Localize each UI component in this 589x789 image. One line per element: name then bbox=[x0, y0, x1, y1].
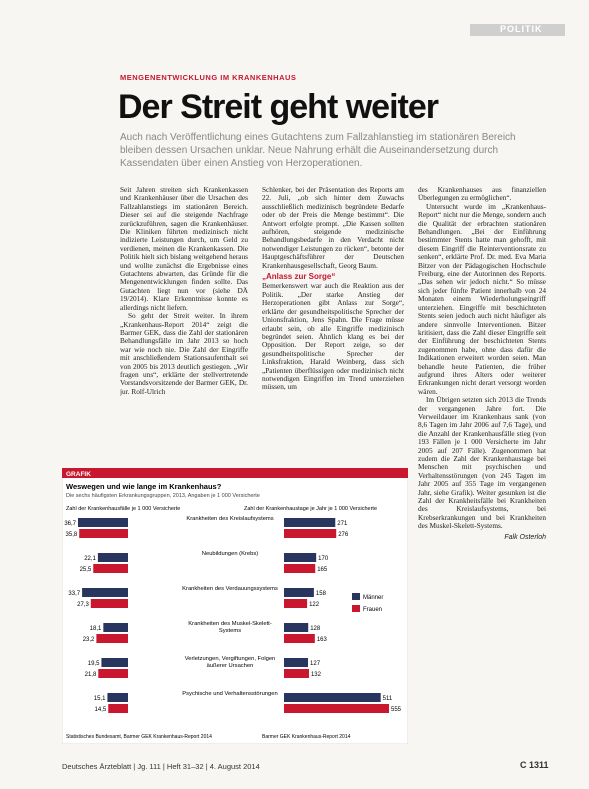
bar bbox=[284, 693, 381, 702]
category-box: Krankheiten des Muskel-Skelett-Systems bbox=[188, 621, 272, 634]
bar bbox=[284, 529, 337, 538]
bar bbox=[284, 658, 309, 667]
bar bbox=[284, 634, 315, 643]
value-label: 22,1 bbox=[84, 556, 96, 562]
bar bbox=[108, 704, 128, 713]
legend-swatch bbox=[352, 593, 360, 600]
left-heading: Zahl der Krankenhausfälle je 1 000 Versi… bbox=[66, 506, 180, 512]
value-label: 555 bbox=[391, 707, 402, 713]
value-label: 23,2 bbox=[83, 637, 95, 643]
value-label: 36,7 bbox=[64, 521, 76, 527]
value-label: 35,8 bbox=[66, 532, 78, 538]
value-label: 511 bbox=[383, 696, 393, 702]
graphic-title: Weswegen und wie lange im Krankenhaus? bbox=[66, 482, 222, 491]
value-label: 15,1 bbox=[94, 696, 106, 702]
value-label: 276 bbox=[338, 532, 349, 538]
bar bbox=[284, 518, 336, 527]
value-label: 128 bbox=[310, 626, 321, 632]
bar bbox=[284, 623, 309, 632]
footer-journal: Deutsches Ärzteblatt | Jg. 111 | Heft 31… bbox=[62, 762, 260, 771]
paragraph: Im Übrigen setzten sich 2013 die Trends … bbox=[418, 395, 546, 531]
category-label: Verletzungen, Vergiftungen, Folgen äußer… bbox=[184, 656, 276, 669]
column: des Krankenhauses aus finanziellen Überl… bbox=[418, 186, 546, 721]
value-label: 21,8 bbox=[85, 672, 97, 678]
category-box: Krankheiten des Verdauungssystems bbox=[182, 586, 278, 592]
legend-label: Männer bbox=[363, 595, 383, 601]
bar bbox=[96, 634, 128, 643]
author: Falk Osterloh bbox=[504, 533, 546, 541]
value-label: 27,3 bbox=[77, 602, 89, 608]
bar bbox=[103, 623, 128, 632]
kicker: MENGENENTWICKLUNG IM KRANKENHAUS bbox=[120, 73, 297, 82]
bar bbox=[82, 588, 128, 597]
value-label: 18,1 bbox=[90, 626, 102, 632]
value-label: 127 bbox=[310, 661, 321, 667]
category-box: Psychische und Verhaltensstörungen bbox=[182, 691, 278, 697]
title: Der Streit geht weiter bbox=[118, 88, 439, 126]
bar bbox=[284, 599, 308, 608]
paragraph: So geht der Streit weiter. In ihrem „Kra… bbox=[120, 311, 248, 396]
label-bar bbox=[62, 468, 408, 478]
category-box: Krankheiten des Kreislaufsystems bbox=[186, 516, 274, 522]
section-bar bbox=[470, 24, 565, 36]
category-box: Verletzungen, Vergiftungen, Folgen äußer… bbox=[184, 656, 276, 669]
category-box: Neubildungen (Krebs) bbox=[201, 551, 259, 557]
graphic: GRAFIK Weswegen und wie lange im Krankenh… bbox=[62, 468, 408, 744]
value-label: 19,5 bbox=[88, 661, 100, 667]
deck: Auch nach Veröffentlichung eines Gutacht… bbox=[120, 132, 516, 169]
value-label: 165 bbox=[317, 567, 328, 573]
category-label: Psychische und Verhaltensstörungen bbox=[182, 691, 278, 697]
value-label: 14,5 bbox=[95, 707, 107, 713]
legend-swatch bbox=[352, 605, 360, 612]
paragraph: Untersucht wurde im „Krankenhaus-Report“… bbox=[418, 201, 546, 396]
legend-label: Frauen bbox=[363, 607, 382, 613]
paragraph: Schlenker, bei der Präsentation des Repo… bbox=[262, 186, 404, 270]
category-label: Krankheiten des Muskel-Skelett-Systems bbox=[188, 621, 272, 634]
value-label: 132 bbox=[311, 672, 322, 678]
bar bbox=[90, 599, 128, 608]
bar bbox=[284, 564, 316, 573]
bar bbox=[93, 564, 128, 573]
paragraph: des Krankenhauses aus finanziellen Überl… bbox=[418, 186, 546, 203]
column: Seit Jahren streiten sich Krankenkassen … bbox=[120, 186, 248, 464]
category-label: Krankheiten des Kreislaufsystems bbox=[186, 516, 274, 522]
label: GRAFIK bbox=[66, 471, 91, 478]
bar bbox=[284, 669, 309, 678]
bar bbox=[107, 693, 128, 702]
right-heading: Zahl der Krankenhaustage je Jahr je 1 00… bbox=[244, 506, 377, 512]
bar bbox=[284, 553, 317, 562]
value-label: 271 bbox=[337, 521, 348, 527]
value-label: 163 bbox=[317, 637, 328, 643]
paragraph: Seit Jahren streiten sich Krankenkassen … bbox=[120, 186, 248, 312]
paragraph: Bemerkenswert war auch die Reaktion aus … bbox=[262, 281, 404, 392]
bar bbox=[79, 529, 128, 538]
value-label: 170 bbox=[318, 556, 329, 562]
column: Schlenker, bei der Präsentation des Repo… bbox=[262, 186, 404, 464]
graphic-subtitle: Die sechs häufigsten Erkrankungsgruppen,… bbox=[66, 493, 260, 499]
value-label: 33,7 bbox=[68, 591, 80, 597]
bar bbox=[97, 553, 128, 562]
source: Barmer GEK Krankenhaus-Report 2014 bbox=[262, 734, 351, 740]
category-label: Neubildungen (Krebs) bbox=[201, 551, 259, 557]
value-label: 25,5 bbox=[80, 567, 92, 573]
bar bbox=[78, 518, 128, 527]
section: POLITIK bbox=[500, 24, 543, 34]
bar bbox=[284, 588, 314, 597]
subheading: „Anlass zur Sorge“ bbox=[262, 272, 336, 282]
bar bbox=[284, 704, 389, 713]
footer-page: C 1311 bbox=[520, 760, 549, 770]
bar bbox=[98, 669, 128, 678]
value-label: 158 bbox=[316, 591, 327, 597]
bar bbox=[101, 658, 128, 667]
category-label: Krankheiten des Verdauungssystems bbox=[182, 586, 278, 592]
source: Statistisches Bundesamt, Barmer GEK Kran… bbox=[66, 734, 212, 740]
value-label: 122 bbox=[309, 602, 320, 608]
